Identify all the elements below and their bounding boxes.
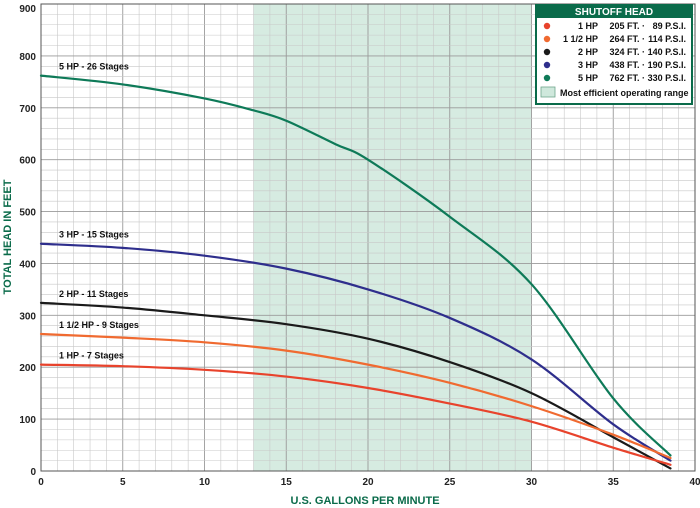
x-tick-label: 10 <box>199 477 211 488</box>
legend-ft-2: 324 FT. · <box>609 47 645 57</box>
legend-hp-2: 2 HP <box>578 47 598 57</box>
x-tick-label: 30 <box>526 477 538 488</box>
legend-hp-4: 5 HP <box>578 73 598 83</box>
legend-hp-1: 1 1/2 HP <box>563 34 598 44</box>
y-tick-label: 300 <box>19 311 36 322</box>
y-tick-label: 100 <box>19 415 36 426</box>
y-tick-label: 800 <box>19 52 36 63</box>
y-tick-label: 0 <box>30 467 36 478</box>
y-tick-label: 500 <box>19 208 36 219</box>
x-tick-label: 35 <box>608 477 620 488</box>
legend-ft-3: 438 FT. · <box>609 60 645 70</box>
x-tick-label: 15 <box>281 477 293 488</box>
legend-marker-3 <box>543 61 551 69</box>
x-tick-label: 5 <box>120 477 126 488</box>
x-tick-label: 40 <box>689 477 700 488</box>
series-label-3: 1 1/2 HP - 9 Stages <box>59 320 139 330</box>
legend-range-swatch <box>540 86 556 98</box>
series-label-4: 1 HP - 7 Stages <box>59 351 124 361</box>
legend-header <box>536 5 692 18</box>
legend-hp-3: 3 HP <box>578 60 598 70</box>
legend-psi-2: 140 P.S.I. <box>648 47 686 57</box>
legend-marker-2 <box>543 48 551 56</box>
legend-psi-4: 330 P.S.I. <box>648 73 686 83</box>
series-line-1 <box>39 242 672 462</box>
legend-ft-0: 205 FT. · <box>609 21 645 31</box>
legend-marker-4 <box>543 74 551 82</box>
legend-ft-4: 762 FT. · <box>609 73 645 83</box>
legend-psi-3: 190 P.S.I. <box>648 60 686 70</box>
legend-marker-0 <box>543 22 551 30</box>
series-label-2: 2 HP - 11 Stages <box>59 289 128 299</box>
series-line-4 <box>39 363 672 466</box>
legend-box <box>535 4 693 105</box>
legend-ft-1: 264 FT. · <box>609 34 645 44</box>
y-tick-label: 200 <box>19 363 36 374</box>
legend-range-label: Most efficient operating range <box>560 88 689 98</box>
x-tick-label: 20 <box>362 477 374 488</box>
series-line-2 <box>39 301 672 470</box>
y-axis-title: TOTAL HEAD IN FEET <box>2 179 14 294</box>
legend-marker-1 <box>543 35 551 43</box>
x-tick-label: 25 <box>444 477 456 488</box>
series-line-0 <box>39 74 672 457</box>
x-axis-title: U.S. GALLONS PER MINUTE <box>290 495 439 507</box>
y-tick-label: 900 <box>19 4 36 15</box>
y-tick-label: 600 <box>19 156 36 167</box>
legend-hp-0: 1 HP <box>578 21 598 31</box>
legend-psi-0: 89 P.S.I. <box>653 21 686 31</box>
x-tick-label: 0 <box>38 477 44 488</box>
series-line-3 <box>39 332 672 460</box>
y-tick-label: 700 <box>19 104 36 115</box>
y-tick-label: 400 <box>19 259 36 270</box>
plot-frame <box>40 3 696 472</box>
efficient-range-band <box>253 4 532 471</box>
legend-psi-1: 114 P.S.I. <box>648 34 686 44</box>
series-label-0: 5 HP - 26 Stages <box>59 62 129 72</box>
legend-title: SHUTOFF HEAD <box>575 7 653 18</box>
series-label-1: 3 HP - 15 Stages <box>59 230 129 240</box>
